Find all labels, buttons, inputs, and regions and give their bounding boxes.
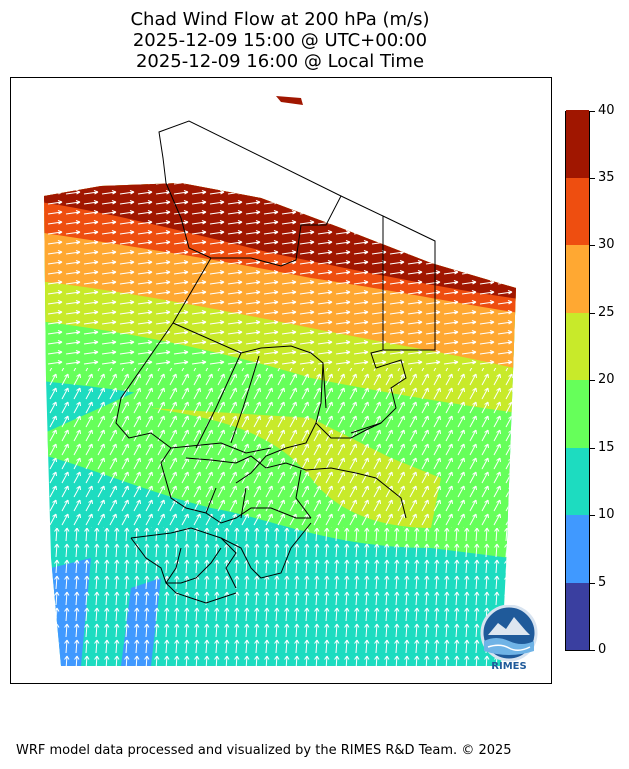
footer-credit: WRF model data processed and visualized …	[16, 743, 512, 758]
colorbar-tick	[590, 245, 595, 246]
wind-speed-field	[44, 183, 516, 666]
colorbar-tick	[590, 313, 595, 314]
colorbar-segment-10-15	[566, 447, 589, 515]
wind-speed-field-fragment	[276, 96, 303, 105]
colorbar-tick-label: 25	[598, 305, 615, 320]
rimes-logo-text: RIMES	[491, 661, 526, 672]
wind-map	[44, 96, 516, 666]
colorbar-tick-label: 5	[598, 575, 607, 590]
colorbar-tick	[590, 111, 595, 112]
colorbar	[565, 110, 590, 651]
rimes-logo: RIMES	[480, 605, 538, 672]
colorbar-segment-20-25	[566, 312, 589, 380]
colorbar-tick	[590, 515, 595, 516]
colorbar-segment-5-10	[566, 515, 589, 583]
colorbar-tick	[590, 650, 595, 651]
colorbar-tick-label: 35	[598, 170, 615, 185]
colorbar-tick-label: 0	[598, 642, 607, 657]
colorbar-tick-label: 40	[598, 103, 615, 118]
colorbar-tick-label: 10	[598, 507, 615, 522]
colorbar-tick	[590, 178, 595, 179]
colorbar-tick-label: 20	[598, 372, 615, 387]
colorbar-tick	[590, 448, 595, 449]
colorbar-segment-35-40	[566, 110, 589, 178]
map-title-line-1: Chad Wind Flow at 200 hPa (m/s)	[130, 9, 430, 30]
map-title-line-2: 2025-12-09 15:00 @ UTC+00:00	[132, 30, 428, 51]
colorbar-segment-30-35	[566, 177, 589, 245]
colorbar-segment-15-20	[566, 380, 589, 448]
map-frame	[10, 77, 552, 684]
country-boundaries	[115, 120, 436, 604]
colorbar-tick	[590, 380, 595, 381]
colorbar-segment-25-30	[566, 245, 589, 313]
colorbar-tick-label: 15	[598, 440, 615, 455]
map-title-line-3: 2025-12-09 16:00 @ Local Time	[135, 51, 425, 72]
colorbar-tick-label: 30	[598, 237, 615, 252]
colorbar-segment-0-5	[566, 582, 589, 650]
colorbar-tick	[590, 583, 595, 584]
